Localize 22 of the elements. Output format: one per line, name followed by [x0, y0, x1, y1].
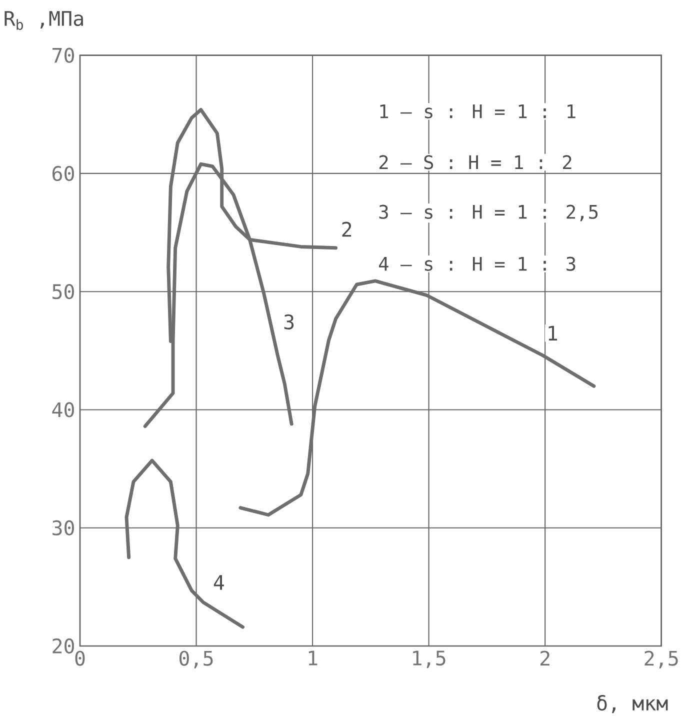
annotation: 2 – S : H = 1 : 2: [379, 155, 572, 170]
x-tick-label: 2,5: [644, 650, 678, 668]
series-label: 4: [214, 575, 224, 590]
x-tick-label: 1: [308, 650, 318, 666]
series-label: 3: [284, 314, 294, 330]
annotation: 3 – s : H = 1 : 2,5: [379, 204, 598, 222]
x-axis-title: δ, мкм: [597, 695, 668, 714]
x-tick-label: 2: [540, 650, 550, 666]
annotation: 1 – s : H = 1 : 1: [380, 104, 576, 118]
annotation: 4 – s : H = 1 : 3: [378, 256, 576, 271]
y-tick-label: 50: [52, 284, 74, 300]
x-tick-label: 1,5: [413, 650, 446, 668]
text: R$_{b}$ ,МПа: [4, 11, 83, 30]
y-tick-label: 70: [52, 48, 74, 63]
y-tick-label: 20: [52, 638, 74, 654]
y-tick-label: 30: [52, 520, 74, 536]
x-tick-label: 0: [75, 650, 85, 666]
series-label: 2: [342, 222, 352, 237]
y-tick-label: 60: [52, 166, 74, 182]
y-tick-label: 40: [52, 402, 74, 418]
series-label: 1: [548, 326, 558, 340]
x-tick-label: 0,5: [180, 650, 213, 668]
